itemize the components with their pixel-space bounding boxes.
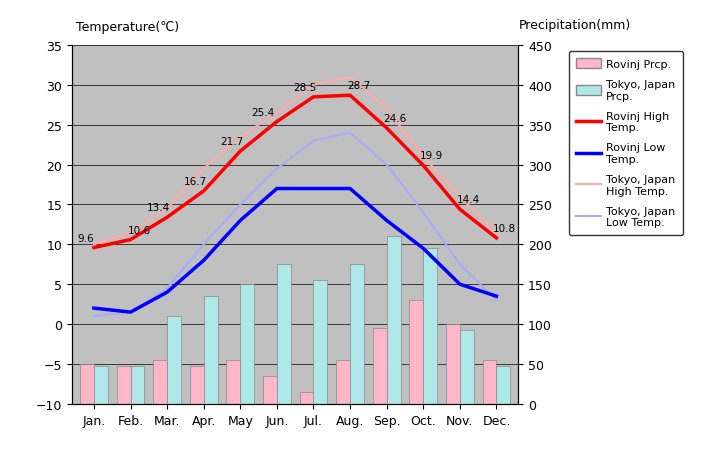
Text: 21.7: 21.7	[220, 137, 243, 147]
Bar	[482, 360, 497, 404]
Bar	[423, 249, 437, 404]
Text: 25.4: 25.4	[251, 107, 274, 118]
Bar	[410, 301, 423, 404]
Bar	[300, 392, 313, 404]
Bar	[240, 285, 254, 404]
Text: 28.7: 28.7	[347, 81, 370, 91]
Text: 10.6: 10.6	[127, 225, 150, 235]
Text: 10.8: 10.8	[493, 224, 516, 234]
Bar	[117, 367, 130, 404]
Bar	[167, 316, 181, 404]
Bar	[80, 364, 94, 404]
Bar	[446, 325, 460, 404]
Bar	[153, 360, 167, 404]
Bar	[130, 367, 145, 404]
Bar	[204, 297, 217, 404]
Text: 14.4: 14.4	[456, 195, 480, 205]
Bar	[226, 360, 240, 404]
Bar	[460, 331, 474, 404]
Text: 24.6: 24.6	[383, 114, 407, 124]
Bar	[373, 328, 387, 404]
Bar	[336, 360, 350, 404]
Bar	[313, 280, 328, 404]
Text: Precipitation(mm): Precipitation(mm)	[518, 19, 631, 32]
Bar	[190, 367, 204, 404]
Text: 28.5: 28.5	[294, 83, 317, 93]
Bar	[94, 367, 108, 404]
Text: 9.6: 9.6	[77, 233, 94, 243]
Text: 19.9: 19.9	[420, 151, 444, 161]
Legend: Rovinj Prcp., Tokyo, Japan
Prcp., Rovinj High
Temp., Rovinj Low
Temp., Tokyo, Ja: Rovinj Prcp., Tokyo, Japan Prcp., Rovinj…	[569, 51, 683, 235]
Bar	[497, 367, 510, 404]
Bar	[263, 376, 277, 404]
Bar	[387, 237, 400, 404]
Text: 16.7: 16.7	[184, 177, 207, 186]
Bar	[277, 265, 291, 404]
Text: 13.4: 13.4	[147, 203, 171, 213]
Text: Temperature(℃): Temperature(℃)	[76, 21, 179, 34]
Bar	[350, 265, 364, 404]
